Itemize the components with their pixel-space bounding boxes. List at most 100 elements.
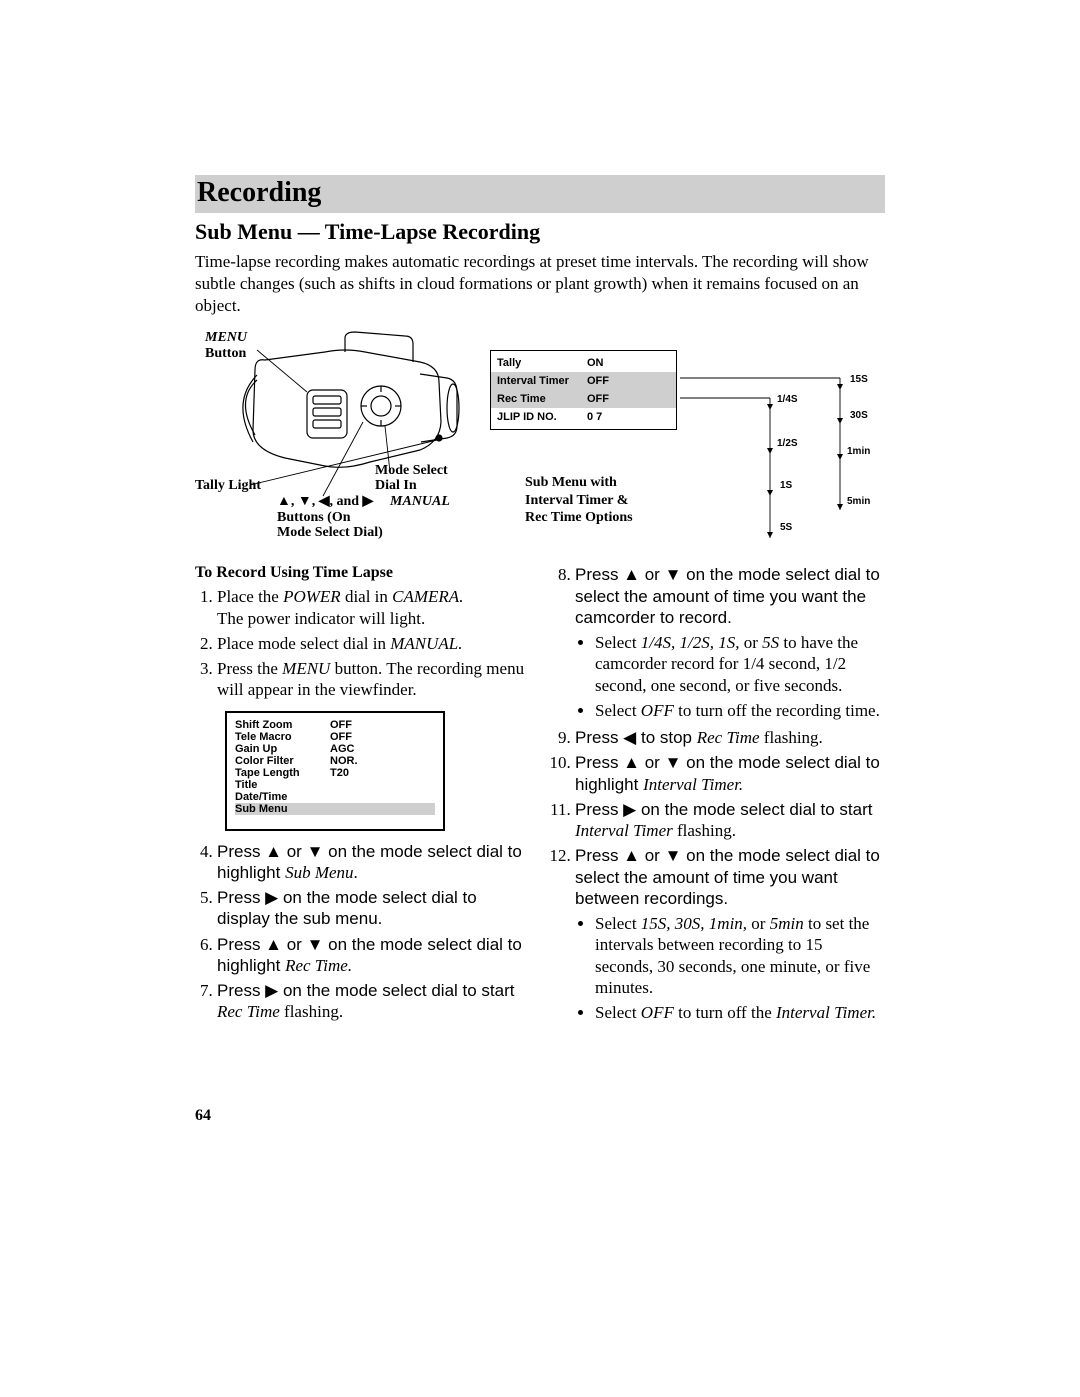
mv: AGC xyxy=(330,743,390,755)
subsection-heading: Sub Menu — Time-Lapse Recording xyxy=(195,219,885,245)
t: Sub Menu xyxy=(285,863,353,882)
steps-4-7: Press ▲ or ▼ on the mode select dial to … xyxy=(195,841,525,1023)
step: Press ▲ or ▼ on the mode select dial to … xyxy=(575,845,883,1023)
mv: T20 xyxy=(330,767,390,779)
mv: OFF xyxy=(330,719,390,731)
ml: Color Filter xyxy=(235,755,330,767)
menu-row: Gain UpAGC xyxy=(235,743,435,755)
t: OFF xyxy=(641,1003,674,1022)
t: flashing. xyxy=(280,1002,343,1021)
t: OFF xyxy=(641,701,674,720)
t: Press ▲ or ▼ on the mode select dial to … xyxy=(217,935,522,975)
t: MENU xyxy=(282,659,330,678)
t: flashing. xyxy=(760,728,823,747)
diagram-area: MENU Button Tally Light Mode Select Dial… xyxy=(195,330,885,550)
label-dial-in: Dial In xyxy=(375,478,417,495)
t: 15S, 30S, 1min, xyxy=(641,914,747,933)
intro-paragraph: Time-lapse recording makes automatic rec… xyxy=(195,251,885,316)
step: Place mode select dial in MANUAL. xyxy=(217,633,525,654)
t: Press ▲ or ▼ on the mode select dial to … xyxy=(217,842,522,882)
sub-menu-display: Tally ON Interval Timer OFF Rec Time OFF… xyxy=(490,350,677,430)
t: or xyxy=(740,633,763,652)
opt-interval: 15S xyxy=(850,374,868,385)
recording-menu-display: Shift ZoomOFF Tele MacroOFF Gain UpAGC C… xyxy=(225,711,445,831)
menu-row-highlight: Sub Menu xyxy=(235,803,435,815)
t: Press ▶ on the mode select dial to start xyxy=(575,800,873,819)
menu-row: Color FilterNOR. xyxy=(235,755,435,767)
t: Select xyxy=(595,914,641,933)
menu-row: Tele MacroOFF xyxy=(235,731,435,743)
step: Press ▲ or ▼ on the mode select dial to … xyxy=(575,752,883,795)
instruction-columns: To Record Using Time Lapse Place the POW… xyxy=(195,564,885,1029)
step: Press ▶ on the mode select dial to start… xyxy=(575,799,883,842)
sm-value: OFF xyxy=(587,393,647,405)
opt-interval: 1min xyxy=(847,446,870,457)
cap-line: Sub Menu with xyxy=(525,475,617,490)
mv xyxy=(330,779,390,791)
step8-bullets: Select 1/4S, 1/2S, 1S, or 5S to have the… xyxy=(575,632,883,721)
steps-8-12: Press ▲ or ▼ on the mode select dial to … xyxy=(553,564,883,1023)
step: Press ▲ or ▼ on the mode select dial to … xyxy=(217,934,525,977)
label-menu: MENU xyxy=(205,330,247,347)
t: Place the xyxy=(217,587,283,606)
step12-bullets: Select 15S, 30S, 1min, or 5min to set th… xyxy=(575,913,883,1023)
step: Press ▲ or ▼ on the mode select dial to … xyxy=(575,564,883,721)
t: Press ▶ on the mode select dial to displ… xyxy=(217,888,477,928)
t: Select xyxy=(595,1003,641,1022)
t: 1/4S, 1/2S, 1S, xyxy=(641,633,740,652)
t: CAMERA. xyxy=(392,587,463,606)
bullet: Select 15S, 30S, 1min, or 5min to set th… xyxy=(595,913,883,998)
menu-row: Shift ZoomOFF xyxy=(235,719,435,731)
t: Interval Timer. xyxy=(643,775,743,794)
opt-rectime: 1S xyxy=(780,480,792,491)
t: Rec Time xyxy=(217,1002,280,1021)
step: Press ▲ or ▼ on the mode select dial to … xyxy=(217,841,525,884)
t: dial in xyxy=(341,587,392,606)
label-manual: MANUAL xyxy=(390,494,450,511)
t: . xyxy=(354,863,358,882)
ml: Title xyxy=(235,779,330,791)
t: 5S xyxy=(762,633,779,652)
t: Rec Time xyxy=(697,728,760,747)
sm-value: 0 7 xyxy=(587,411,647,423)
t: or xyxy=(747,914,770,933)
mv: NOR. xyxy=(330,755,390,767)
cap-line: Interval Timer & xyxy=(525,493,628,508)
label-arrows: ▲, ▼, ◀, and ▶ xyxy=(277,494,373,511)
t: Select xyxy=(595,633,641,652)
opt-rectime: 1/4S xyxy=(777,394,798,405)
opt-rectime: 1/2S xyxy=(777,438,798,449)
t: Press ▶ on the mode select dial to start xyxy=(217,981,515,1000)
menu-row: Date/Time xyxy=(235,791,435,803)
menu-row: Title xyxy=(235,779,435,791)
t: Interval Timer. xyxy=(776,1003,876,1022)
opt-rectime: 5S xyxy=(780,522,792,533)
label-tally-light: Tally Light xyxy=(195,478,261,495)
sub-menu-row: JLIP ID NO. 0 7 xyxy=(491,408,676,426)
opt-interval: 5min xyxy=(847,496,870,507)
t: to turn off the recording time. xyxy=(674,701,880,720)
sub-menu-caption: Sub Menu with Interval Timer & Rec Time … xyxy=(525,474,633,527)
menu-row: Tape LengthT20 xyxy=(235,767,435,779)
sm-label: Tally xyxy=(497,357,587,369)
sm-value: OFF xyxy=(587,375,647,387)
t: to turn off the xyxy=(674,1003,776,1022)
steps-1-3: Place the POWER dial in CAMERA. The powe… xyxy=(195,586,525,700)
step: Place the POWER dial in CAMERA. The powe… xyxy=(217,586,525,629)
t: Select xyxy=(595,701,641,720)
step: Press ▶ on the mode select dial to displ… xyxy=(217,887,525,930)
t: Rec Time. xyxy=(285,956,352,975)
t: 5min xyxy=(770,914,804,933)
bullet: Select 1/4S, 1/2S, 1S, or 5S to have the… xyxy=(595,632,883,696)
cap-line: Rec Time Options xyxy=(525,510,633,525)
ml: Tele Macro xyxy=(235,731,330,743)
section-title-bar: Recording xyxy=(195,175,885,213)
sub-menu-row: Rec Time OFF xyxy=(491,390,676,408)
t: Press ▲ or ▼ on the mode select dial to … xyxy=(575,846,880,908)
sub-menu-row: Tally ON xyxy=(491,354,676,372)
opt-interval: 30S xyxy=(850,410,868,421)
t: MANUAL. xyxy=(390,634,462,653)
t: POWER xyxy=(283,587,341,606)
ml: Shift Zoom xyxy=(235,719,330,731)
ml: Date/Time xyxy=(235,791,330,803)
